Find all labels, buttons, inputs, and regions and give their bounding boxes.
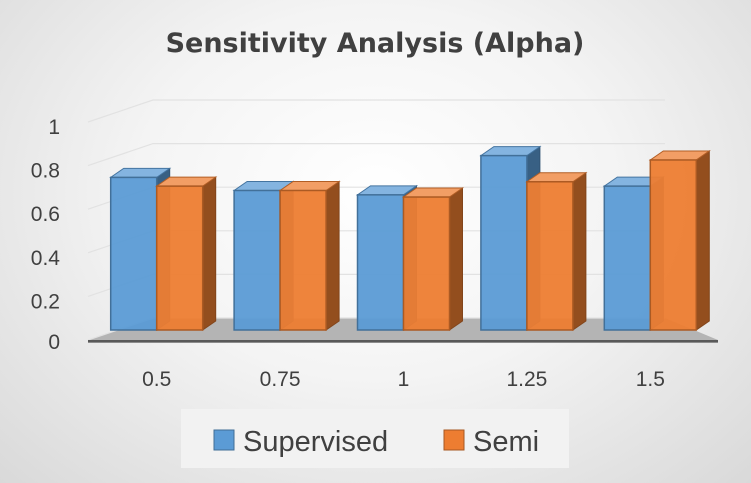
legend-swatch-semi [443,429,465,451]
y-tick-label: 0 [48,331,60,354]
y-tick-label: 1 [48,116,60,139]
bar-side [325,180,340,331]
y-tick-label: 0.6 [31,203,60,226]
legend-label-supervised: Supervised [243,426,388,458]
bar-semi-0.5 [155,176,218,331]
legend: Supervised Semi [181,409,569,468]
bar-front [279,189,327,331]
gridline [87,99,665,123]
x-axis: 0.5 0.75 1 1.25 1.5 [142,368,665,391]
bar-semi-0.75 [278,180,341,331]
bar-front [480,154,528,331]
y-tick-label: 0.4 [31,247,61,270]
bar-front [603,185,652,331]
bar-front [109,176,158,331]
bar-front [356,194,405,331]
bar-front [155,185,204,331]
legend-background [181,409,569,468]
bar-front [526,181,574,331]
bars [109,145,711,331]
bar-semi-1.5 [648,150,711,331]
y-axis: 0 0.2 0.4 0.6 0.8 1 [31,116,61,354]
bar-side [695,150,710,331]
x-tick-label: 1.25 [506,368,547,391]
legend-swatch-supervised [213,429,235,451]
bar-side [572,171,587,331]
chart-title: Sensitivity Analysis (Alpha) [166,28,585,59]
bar-front [402,196,451,331]
bar-front [649,159,698,331]
y-tick-label: 0.2 [31,290,60,313]
bar-side [449,187,463,331]
bar-front [233,189,281,331]
gridline [87,143,665,167]
y-tick-label: 0.8 [31,160,60,183]
bar-side [202,176,217,331]
bar-semi-1 [401,187,465,331]
bar-semi-1.25 [525,171,588,331]
x-tick-label: 1.5 [636,368,665,391]
legend-label-semi: Semi [473,426,539,458]
x-tick-label: 0.75 [260,368,301,391]
x-tick-label: 0.5 [142,368,171,391]
x-tick-label: 1 [398,368,410,391]
